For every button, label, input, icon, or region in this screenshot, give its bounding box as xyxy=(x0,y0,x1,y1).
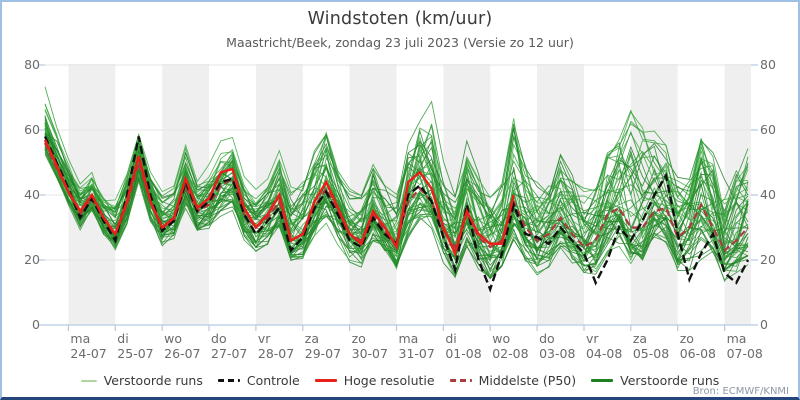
x-axis-label: wo 26-07 xyxy=(164,331,201,361)
legend-item: Verstoorde runs xyxy=(80,373,203,388)
legend-swatch-solid-line xyxy=(314,379,337,382)
legend-item: Middelste (P50) xyxy=(449,373,577,388)
ensemble-member-line xyxy=(44,149,749,279)
x-axis-label: ma 07-08 xyxy=(726,331,763,361)
ensemble-member-line xyxy=(44,124,749,273)
legend-label: Verstoorde runs xyxy=(620,373,720,388)
y-axis-label-left: 20 xyxy=(24,252,40,267)
y-axis-label-right: 60 xyxy=(760,122,776,137)
x-axis-label: ma 24-07 xyxy=(70,331,107,361)
y-axis-label-left: 80 xyxy=(24,57,40,72)
chart-subtitle: Maastricht/Beek, zondag 23 juli 2023 (Ve… xyxy=(226,35,574,50)
y-axis-label-left: 40 xyxy=(24,187,40,202)
ensemble-member-line xyxy=(44,119,749,263)
y-axis-label-right: 80 xyxy=(760,57,776,72)
ensemble-member-line xyxy=(44,134,749,254)
x-axis-label: ma 31-07 xyxy=(398,331,435,361)
x-axis-label: wo 02-08 xyxy=(492,331,529,361)
legend-label: Middelste (P50) xyxy=(478,373,577,388)
legend-label: Hoge resolutie xyxy=(343,373,435,388)
x-axis-label: vr 04-08 xyxy=(585,331,623,361)
legend-item: Hoge resolutie xyxy=(314,373,435,388)
y-axis-label-right: 40 xyxy=(760,187,776,202)
x-axis-label: do 27-07 xyxy=(211,331,248,361)
y-axis-label-left: 60 xyxy=(24,122,40,137)
x-axis-label: di 01-08 xyxy=(445,331,482,361)
x-axis-label: di 25-07 xyxy=(117,331,154,361)
x-axis-label: vr 28-07 xyxy=(257,331,295,361)
y-axis-label-right: 20 xyxy=(760,252,776,267)
legend-item: Verstoorde runs xyxy=(591,373,719,388)
legend-swatch-solid-line xyxy=(80,379,97,382)
hires-line xyxy=(43,139,515,258)
legend-swatch-dashed-line xyxy=(449,379,472,382)
ensemble-member-line xyxy=(44,109,749,250)
ensemble-member-line xyxy=(44,133,749,275)
x-axis-label: zo 06-08 xyxy=(679,331,717,361)
x-axis-label: za 05-08 xyxy=(632,331,670,361)
x-axis-label: za 29-07 xyxy=(304,331,342,361)
legend-swatch-dashed-line xyxy=(217,379,240,382)
legend-item: Controle xyxy=(217,373,300,388)
source-credit: Bron: ECMWF/KNMI xyxy=(692,386,789,397)
ensemble-member-line xyxy=(44,147,749,276)
chart-legend: Verstoorde runs Controle Hoge resolutie Mid… xyxy=(2,373,798,388)
y-axis-label-right: 0 xyxy=(760,317,768,332)
x-axis-label: do 03-08 xyxy=(539,331,576,361)
ensemble-member-line xyxy=(44,152,749,280)
x-axis-label: zo 30-07 xyxy=(351,331,388,361)
ensemble-member-line xyxy=(44,100,749,235)
legend-label: Verstoorde runs xyxy=(103,373,203,388)
page-title: Windstoten (km/uur) xyxy=(307,9,493,29)
y-axis-label-left: 0 xyxy=(32,317,40,332)
legend-swatch-solid-line xyxy=(591,379,614,382)
legend-label: Controle xyxy=(246,373,300,388)
ensemble-member-line xyxy=(44,142,749,267)
